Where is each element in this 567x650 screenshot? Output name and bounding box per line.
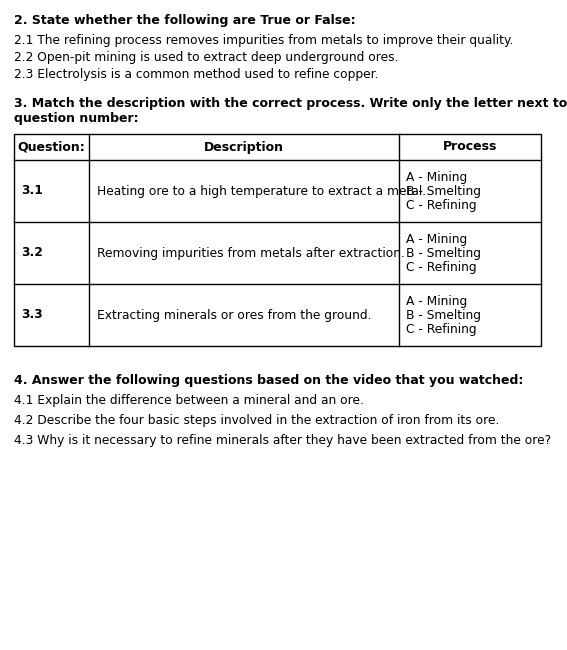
Text: 3.1: 3.1 (21, 185, 43, 198)
Text: 4. Answer the following questions based on the video that you watched:: 4. Answer the following questions based … (14, 374, 523, 387)
Text: 2.1 The refining process removes impurities from metals to improve their quality: 2.1 The refining process removes impurit… (14, 34, 513, 47)
Text: 4.1 Explain the difference between a mineral and an ore.: 4.1 Explain the difference between a min… (14, 394, 364, 407)
Text: Removing impurities from metals after extraction.: Removing impurities from metals after ex… (97, 246, 405, 259)
Text: Question:: Question: (18, 140, 86, 153)
Text: 2.2 Open-pit mining is used to extract deep underground ores.: 2.2 Open-pit mining is used to extract d… (14, 51, 399, 64)
Text: C - Refining: C - Refining (406, 322, 477, 335)
Text: C - Refining: C - Refining (406, 198, 477, 211)
Text: Description: Description (204, 140, 284, 153)
Text: 2. State whether the following are True or False:: 2. State whether the following are True … (14, 14, 356, 27)
Text: Extracting minerals or ores from the ground.: Extracting minerals or ores from the gro… (97, 309, 371, 322)
Text: 3.2: 3.2 (21, 246, 43, 259)
Text: B - Smelting: B - Smelting (406, 246, 481, 259)
Text: 4.3 Why is it necessary to refine minerals after they have been extracted from t: 4.3 Why is it necessary to refine minera… (14, 434, 551, 447)
Text: A - Mining: A - Mining (406, 294, 467, 307)
Text: A - Mining: A - Mining (406, 170, 467, 183)
Text: C - Refining: C - Refining (406, 261, 477, 274)
Text: B - Smelting: B - Smelting (406, 185, 481, 198)
Text: 3. Match the description with the correct process. Write only the letter next to: 3. Match the description with the correc… (14, 97, 567, 110)
Text: B - Smelting: B - Smelting (406, 309, 481, 322)
Text: question number:: question number: (14, 112, 138, 125)
Bar (14, 134, 541, 346)
Text: Heating ore to a high temperature to extract a metal.: Heating ore to a high temperature to ext… (97, 185, 426, 198)
Text: A - Mining: A - Mining (406, 233, 467, 246)
Text: 3.3: 3.3 (21, 309, 43, 322)
Text: Process: Process (443, 140, 497, 153)
Text: 2.3 Electrolysis is a common method used to refine copper.: 2.3 Electrolysis is a common method used… (14, 68, 379, 81)
Text: 4.2 Describe the four basic steps involved in the extraction of iron from its or: 4.2 Describe the four basic steps involv… (14, 414, 500, 427)
